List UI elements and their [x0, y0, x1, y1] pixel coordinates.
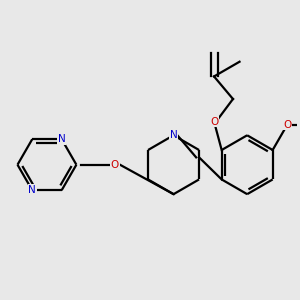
Text: N: N [170, 130, 177, 140]
Text: N: N [58, 134, 65, 144]
Text: O: O [110, 160, 119, 170]
Text: O: O [283, 119, 292, 130]
Text: O: O [210, 117, 218, 127]
Text: N: N [28, 185, 36, 195]
